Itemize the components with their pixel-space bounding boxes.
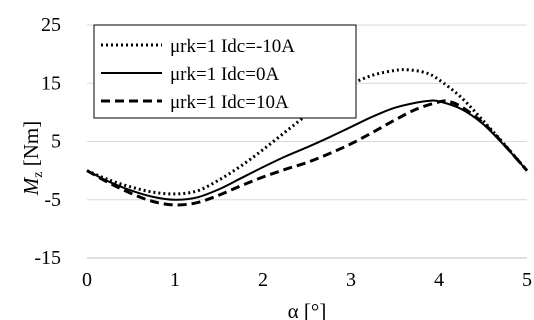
y-tick-label: 25 xyxy=(41,14,61,36)
legend-label-idc-10: μrk=1 Idc=10A xyxy=(170,92,289,113)
y-axis-label: Mz [Nm] xyxy=(19,121,46,196)
y-tick-label: 15 xyxy=(41,72,61,94)
x-tick-labels: 0 1 2 3 4 5 xyxy=(82,269,532,291)
legend-label-idc-0: μrk=1 Idc=0A xyxy=(170,64,279,85)
y-tick-label: -5 xyxy=(44,189,61,211)
legend: μrk=1 Idc=-10A μrk=1 Idc=0A μrk=1 Idc=10… xyxy=(93,24,357,119)
x-tick-label: 3 xyxy=(346,269,356,291)
x-tick-label: 0 xyxy=(82,269,92,291)
y-tick-label: 5 xyxy=(51,131,61,153)
legend-label-idc-minus10: μrk=1 Idc=-10A xyxy=(170,36,295,57)
series-line-solid xyxy=(86,99,528,201)
series-line-dashed xyxy=(86,99,529,207)
y-axis-label-main: M xyxy=(19,176,43,196)
y-tick-labels: -15 -5 5 15 25 xyxy=(34,14,61,269)
x-tick-label: 4 xyxy=(434,269,444,291)
y-axis-label-unit: [Nm] xyxy=(19,121,43,172)
x-tick-label: 2 xyxy=(258,269,268,291)
x-tick-label: 5 xyxy=(522,269,532,291)
y-axis-label-sub: z xyxy=(31,172,46,178)
x-tick-label: 1 xyxy=(170,269,180,291)
y-tick-label: -15 xyxy=(34,247,61,269)
x-axis-label: α [°] xyxy=(288,299,327,320)
